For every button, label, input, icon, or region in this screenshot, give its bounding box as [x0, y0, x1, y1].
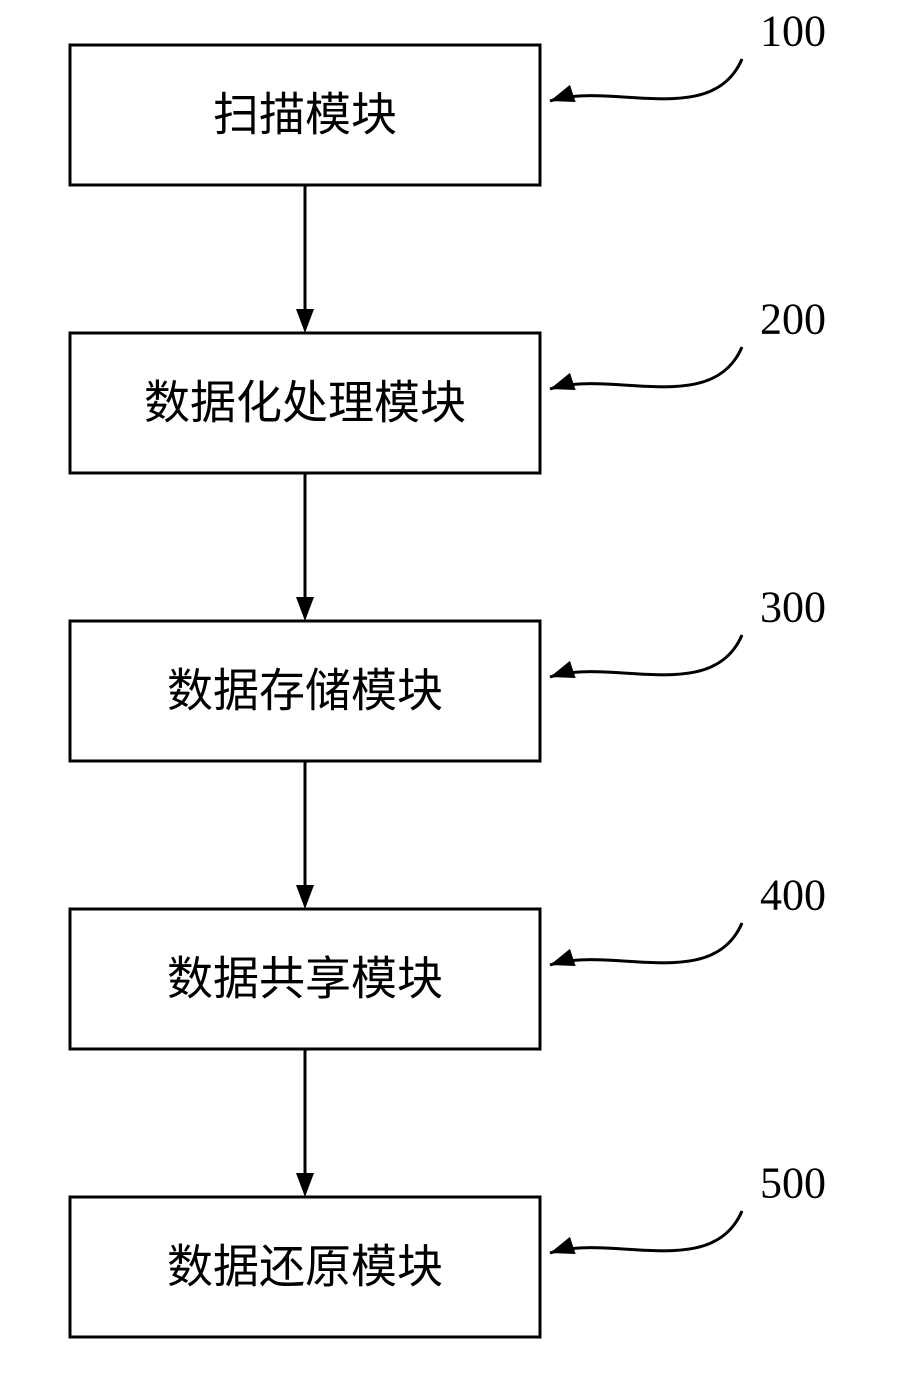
edge-arrowhead-n3-n4 [296, 885, 314, 909]
ref-leader-200 [550, 347, 742, 389]
ref-leader-arrowhead-300 [550, 661, 576, 678]
ref-leader-100 [550, 59, 742, 101]
ref-leader-arrowhead-500 [550, 1237, 576, 1254]
ref-label-200: 200 [760, 295, 826, 344]
ref-label-100: 100 [760, 7, 826, 56]
ref-leader-arrowhead-100 [550, 85, 576, 102]
ref-leader-arrowhead-200 [550, 373, 576, 390]
edge-arrowhead-n2-n3 [296, 597, 314, 621]
ref-leader-400 [550, 923, 742, 965]
edge-arrowhead-n1-n2 [296, 309, 314, 333]
ref-leader-500 [550, 1211, 742, 1253]
ref-label-400: 400 [760, 871, 826, 920]
flow-node-label-n1: 扫描模块 [213, 90, 397, 141]
ref-label-500: 500 [760, 1159, 826, 1208]
flow-node-label-n4: 数据共享模块 [167, 954, 443, 1005]
edge-arrowhead-n4-n5 [296, 1173, 314, 1197]
ref-leader-arrowhead-400 [550, 949, 576, 966]
flow-node-label-n3: 数据存储模块 [167, 666, 443, 717]
ref-leader-300 [550, 635, 742, 677]
ref-label-300: 300 [760, 583, 826, 632]
flow-node-label-n5: 数据还原模块 [167, 1242, 443, 1293]
flow-node-label-n2: 数据化处理模块 [144, 378, 466, 429]
